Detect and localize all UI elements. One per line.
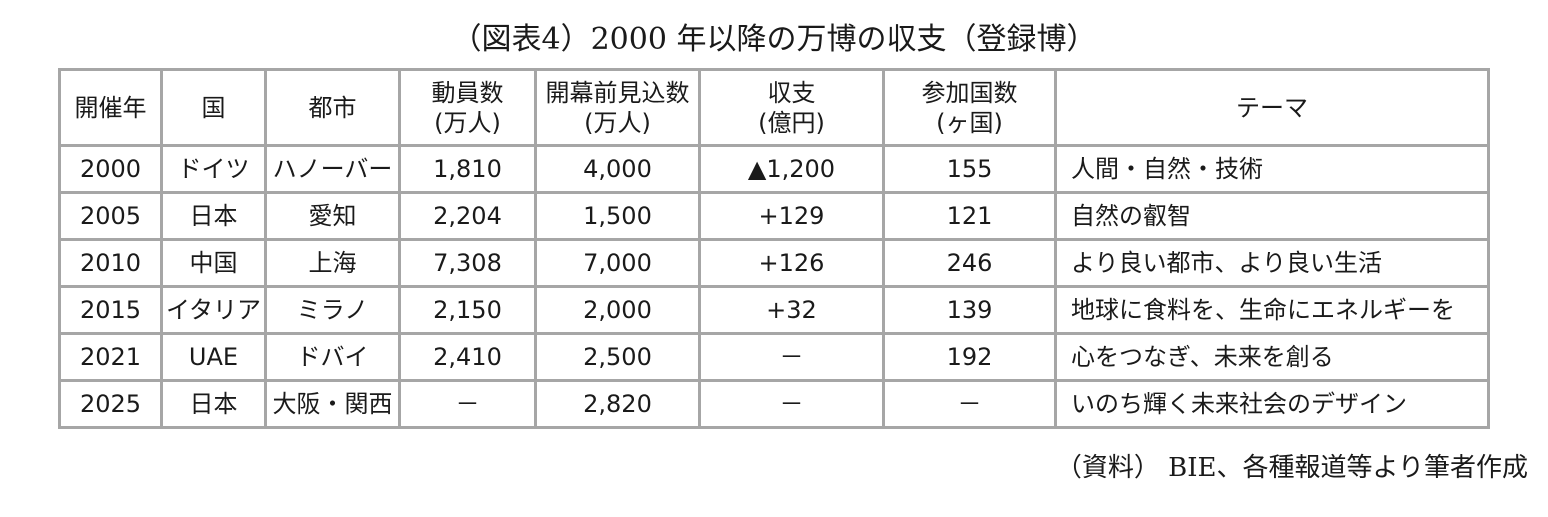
cell-theme: 自然の叡智 <box>1054 191 1490 241</box>
cell-visitors: 2,204 <box>398 191 537 241</box>
cell-projected: 2,500 <box>534 332 701 382</box>
cell-balance: － <box>698 332 885 382</box>
cell-theme: いのち輝く未来社会のデザイン <box>1054 379 1490 429</box>
cell-projected: 4,000 <box>534 144 701 194</box>
source-note: （資料） BIE、各種報道等より筆者作成 <box>1055 453 1528 483</box>
header-visitors: 動員数 (万人) <box>398 68 537 147</box>
cell-theme: 心をつなぎ、未来を創る <box>1054 332 1490 382</box>
cell-participants: 192 <box>882 332 1057 382</box>
cell-participants: 155 <box>882 144 1057 194</box>
table-row: 2021 UAE ドバイ 2,410 2,500 － 192 心をつなぎ、未来を… <box>58 332 1490 382</box>
cell-visitors: 2,150 <box>398 285 537 335</box>
cell-participants: － <box>882 379 1057 429</box>
cell-visitors: － <box>398 379 537 429</box>
cell-year: 2025 <box>58 379 163 429</box>
header-theme: テーマ <box>1054 68 1490 147</box>
table-row: 2010 中国 上海 7,308 7,000 +126 246 より良い都市、よ… <box>58 238 1490 288</box>
cell-projected: 2,000 <box>534 285 701 335</box>
cell-projected: 7,000 <box>534 238 701 288</box>
cell-balance: +32 <box>698 285 885 335</box>
cell-city: 上海 <box>264 238 401 288</box>
cell-country: 日本 <box>160 191 267 241</box>
cell-city: ハノーバー <box>264 144 401 194</box>
cell-theme: 地球に食料を、生命にエネルギーを <box>1054 285 1490 335</box>
cell-country: イタリア <box>160 285 267 335</box>
cell-city: 大阪・関西 <box>264 379 401 429</box>
cell-balance: ▲1,200 <box>698 144 885 194</box>
cell-projected: 1,500 <box>534 191 701 241</box>
header-row: 開催年 国 都市 動員数 (万人) 開幕前見込数 (万人) 収支 (億円) 参加国数(… <box>58 68 1490 147</box>
cell-country: UAE <box>160 332 267 382</box>
header-balance: 収支 (億円) <box>698 68 885 147</box>
expo-balance-table: 開催年 国 都市 動員数 (万人) 開幕前見込数 (万人) 収支 (億円) 参加国数(… <box>58 68 1490 429</box>
cell-projected: 2,820 <box>534 379 701 429</box>
cell-visitors: 7,308 <box>398 238 537 288</box>
cell-city: 愛知 <box>264 191 401 241</box>
cell-participants: 246 <box>882 238 1057 288</box>
table-row: 2015 イタリア ミラノ 2,150 2,000 +32 139 地球に食料を… <box>58 285 1490 335</box>
cell-year: 2015 <box>58 285 163 335</box>
cell-participants: 121 <box>882 191 1057 241</box>
header-projected: 開幕前見込数 (万人) <box>534 68 701 147</box>
cell-year: 2005 <box>58 191 163 241</box>
cell-balance: +129 <box>698 191 885 241</box>
cell-theme: 人間・自然・技術 <box>1054 144 1490 194</box>
cell-theme: より良い都市、より良い生活 <box>1054 238 1490 288</box>
cell-participants: 139 <box>882 285 1057 335</box>
cell-country: 中国 <box>160 238 267 288</box>
cell-city: ミラノ <box>264 285 401 335</box>
cell-year: 2021 <box>58 332 163 382</box>
table-title: （図表4）2000 年以降の万博の収支（登録博） <box>451 22 1097 57</box>
cell-year: 2010 <box>58 238 163 288</box>
table-row: 2005 日本 愛知 2,204 1,500 +129 121 自然の叡智 <box>58 191 1490 241</box>
cell-city: ドバイ <box>264 332 401 382</box>
header-city: 都市 <box>264 68 401 147</box>
cell-balance: － <box>698 379 885 429</box>
cell-country: 日本 <box>160 379 267 429</box>
header-participants: 参加国数 (ヶ国) <box>882 68 1057 147</box>
table-row: 2025 日本 大阪・関西 － 2,820 － － いのち輝く未来社会のデザイン <box>58 379 1490 429</box>
cell-year: 2000 <box>58 144 163 194</box>
cell-visitors: 1,810 <box>398 144 537 194</box>
cell-balance: +126 <box>698 238 885 288</box>
header-year: 開催年 <box>58 68 163 147</box>
cell-visitors: 2,410 <box>398 332 537 382</box>
header-country: 国 <box>160 68 267 147</box>
table-row: 2000 ドイツ ハノーバー 1,810 4,000 ▲1,200 155 人間… <box>58 144 1490 194</box>
cell-country: ドイツ <box>160 144 267 194</box>
